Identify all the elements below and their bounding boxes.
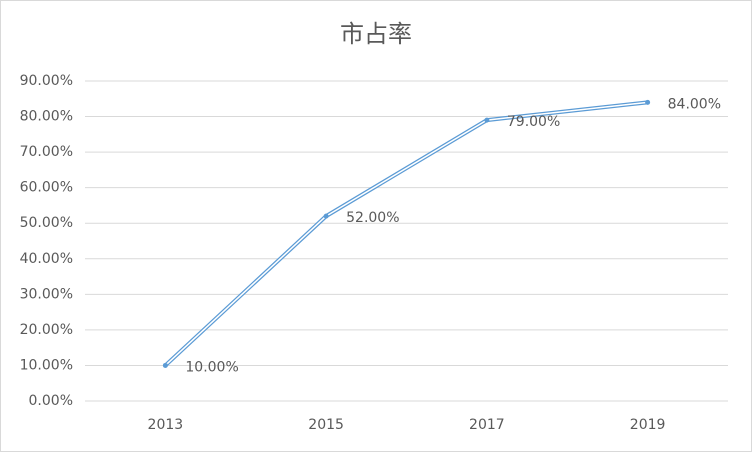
data-label: 79.00% bbox=[507, 114, 560, 130]
y-tick-label: 30.00% bbox=[20, 286, 73, 302]
point bbox=[484, 117, 490, 123]
y-tick-label: 10.00% bbox=[20, 357, 73, 373]
y-tick-label: 80.00% bbox=[20, 109, 73, 125]
y-tick-label: 70.00% bbox=[20, 144, 73, 160]
point bbox=[162, 362, 168, 368]
x-tick-label: 2015 bbox=[308, 417, 344, 433]
line-inner bbox=[164, 101, 648, 366]
point bbox=[323, 213, 329, 219]
chart-title: 市占率 bbox=[340, 20, 412, 48]
x-tick-label: 2017 bbox=[469, 417, 505, 433]
y-tick-label: 40.00% bbox=[20, 251, 73, 267]
y-tick-label: 0.00% bbox=[29, 393, 73, 409]
point bbox=[645, 99, 651, 105]
x-tick-label: 2013 bbox=[148, 417, 184, 433]
data-label: 52.00% bbox=[346, 210, 399, 226]
x-tick-label: 2019 bbox=[630, 417, 666, 433]
data-label: 84.00% bbox=[668, 96, 721, 112]
y-tick-label: 20.00% bbox=[20, 322, 73, 338]
y-tick-label: 50.00% bbox=[20, 215, 73, 231]
y-tick-label: 90.00% bbox=[20, 73, 73, 89]
data-label: 10.00% bbox=[185, 359, 238, 375]
y-tick-label: 60.00% bbox=[20, 180, 73, 196]
